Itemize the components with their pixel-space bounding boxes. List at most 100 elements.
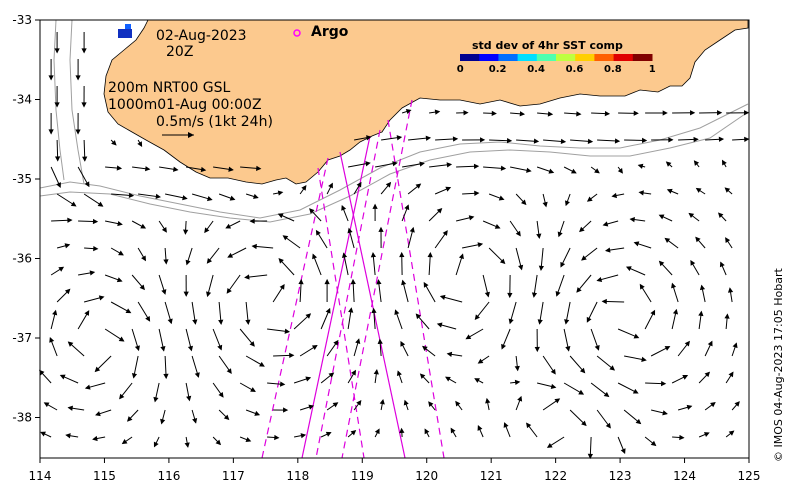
current-vector-head (277, 190, 284, 196)
current-vector-head (81, 48, 87, 54)
current-vector-head (312, 253, 318, 260)
current-vector-head (139, 284, 145, 291)
current-vector-head (690, 260, 696, 266)
current-vector-head (501, 343, 507, 350)
scale-arrow (162, 132, 194, 138)
current-vector-head (442, 230, 448, 236)
current-vector-head (586, 316, 592, 323)
current-vector-head (333, 339, 339, 346)
current-vector-head (719, 261, 725, 268)
colorbar-tick-label: 1 (648, 64, 656, 75)
current-vector-head (474, 190, 480, 196)
current-vector-head (94, 366, 101, 373)
current-vector-head (378, 226, 384, 232)
current-vector-head (283, 407, 289, 413)
current-vector-head (520, 199, 527, 206)
current-vector-head (586, 196, 593, 202)
current-vector-head (699, 284, 706, 291)
current-vector-head (557, 231, 563, 238)
current-vector-head (377, 338, 383, 345)
current-vector-head (116, 277, 123, 283)
current-vector-head (228, 166, 234, 172)
current-vector-head (64, 243, 71, 249)
current-vector-head (218, 319, 224, 326)
current-vector-head (564, 319, 570, 325)
plot-frame (39, 19, 750, 459)
current-vector-head (707, 340, 713, 347)
current-vector-head (56, 182, 61, 188)
current-vector-head (587, 453, 594, 460)
current-vector-head (373, 369, 379, 375)
current-vector-head (474, 314, 480, 321)
current-vector-head (253, 193, 259, 199)
current-vector-head (477, 358, 484, 364)
current-vector-head (422, 345, 428, 352)
current-vector-head (579, 226, 585, 233)
current-vector-head (650, 440, 657, 447)
current-vector-head (550, 368, 556, 375)
current-vector-head (134, 345, 140, 352)
current-vector-head (379, 398, 385, 405)
current-vector-head (424, 428, 430, 435)
current-vector-head (688, 212, 695, 219)
current-vector-head (560, 261, 566, 268)
current-vector-head (289, 352, 295, 359)
current-vector-head (579, 367, 586, 374)
current-vector-head (507, 292, 513, 299)
current-vector-head (744, 110, 750, 116)
y-tick-label: -35 (12, 172, 32, 186)
current-vector-head (658, 214, 665, 220)
current-vector-head (403, 399, 409, 406)
current-vector-head (693, 160, 700, 166)
current-vector-head (468, 215, 475, 221)
current-vector-head (419, 161, 425, 167)
current-vector-head (565, 346, 571, 352)
current-vector-head (594, 168, 600, 174)
colorbar-tick-label: 0.6 (565, 64, 584, 75)
current-vector-head (64, 288, 71, 295)
current-vector-head (458, 253, 464, 260)
current-vector-head (664, 346, 671, 351)
x-tick-label: 119 (351, 469, 374, 483)
current-vector-head (92, 218, 99, 225)
current-vector-head (633, 241, 640, 247)
current-vector-head (517, 395, 523, 402)
current-vector-head (637, 163, 644, 169)
current-vector-head (84, 384, 91, 390)
current-vector-head (531, 292, 538, 298)
current-vector-head (500, 165, 507, 171)
x-tick-label: 116 (157, 469, 180, 483)
current-vector-head (635, 418, 642, 425)
current-vector-head (67, 405, 74, 411)
current-vector-head (43, 402, 50, 408)
current-vector-head (140, 223, 147, 229)
current-vector-head (538, 265, 545, 271)
colorbar-tick-label: 0.8 (604, 64, 622, 75)
current-vector-head (249, 341, 255, 347)
current-vector-head (315, 229, 321, 236)
current-vector-head (526, 422, 532, 429)
satellite-tracks (261, 99, 445, 459)
current-vector-head (160, 418, 166, 425)
current-vector-head (732, 342, 738, 349)
current-vector-head (570, 168, 577, 174)
current-vector-head (664, 237, 671, 243)
current-vector-head (450, 427, 456, 434)
current-vector-head (192, 319, 198, 325)
current-vector-head (182, 195, 188, 201)
current-vector-head (206, 196, 213, 202)
track-dashed-3 (315, 129, 381, 459)
current-vector-head (480, 137, 486, 143)
track-dashed-4 (341, 99, 413, 459)
current-vector-head (686, 404, 693, 410)
current-vector-head (75, 75, 81, 81)
colorbar-tick-label: 0.2 (488, 64, 507, 75)
current-vector-head (638, 190, 644, 196)
current-vector-head (693, 136, 699, 143)
current-vector-head (167, 318, 173, 325)
current-vector-head (137, 141, 143, 147)
current-vector-head (328, 182, 333, 189)
current-vector-head (419, 373, 426, 379)
current-vector-head (554, 398, 561, 404)
current-vector-head (587, 138, 594, 144)
